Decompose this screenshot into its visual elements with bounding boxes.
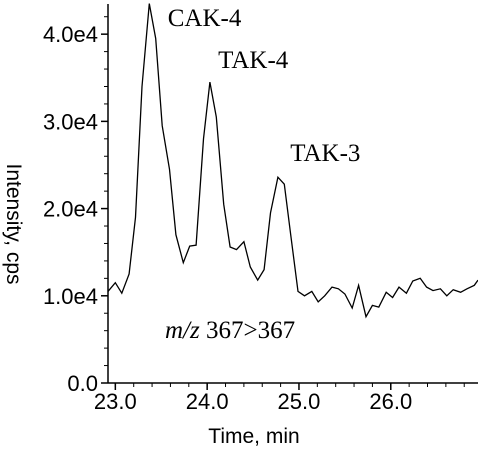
x-tick-label: 26.0: [369, 389, 412, 414]
peak-label: TAK-4: [218, 47, 289, 74]
y-tick-label: 2.0e4: [43, 197, 98, 222]
peak-label: CAK-4: [168, 5, 242, 32]
y-tick-label: 3.0e4: [43, 109, 98, 134]
peak-label: TAK-3: [290, 140, 360, 167]
x-axis-label: Time, min: [208, 425, 299, 448]
x-ticks: 23.0 24.0 25.0 26.0: [94, 383, 465, 414]
y-ticks: 0.0 1.0e4 2.0e4 3.0e4 4.0e4: [43, 16, 108, 396]
mz-annotation: m/z 367>367: [165, 317, 295, 344]
y-axis-label: Intensity, cps: [2, 164, 25, 285]
axes: [107, 4, 478, 384]
y-tick-label: 0.0: [67, 371, 98, 396]
x-tick-label: 23.0: [94, 389, 137, 414]
mz-annotation-italic: m/z: [165, 317, 200, 344]
chromatogram-line: [107, 3, 478, 319]
y-tick-label: 1.0e4: [43, 284, 98, 309]
y-tick-label: 4.0e4: [43, 22, 98, 47]
peak-labels: CAK-4 TAK-4 TAK-3: [168, 5, 361, 167]
mz-annotation-value: 367>367: [200, 317, 295, 344]
x-tick-label: 24.0: [186, 389, 229, 414]
x-tick-label: 25.0: [278, 389, 321, 414]
